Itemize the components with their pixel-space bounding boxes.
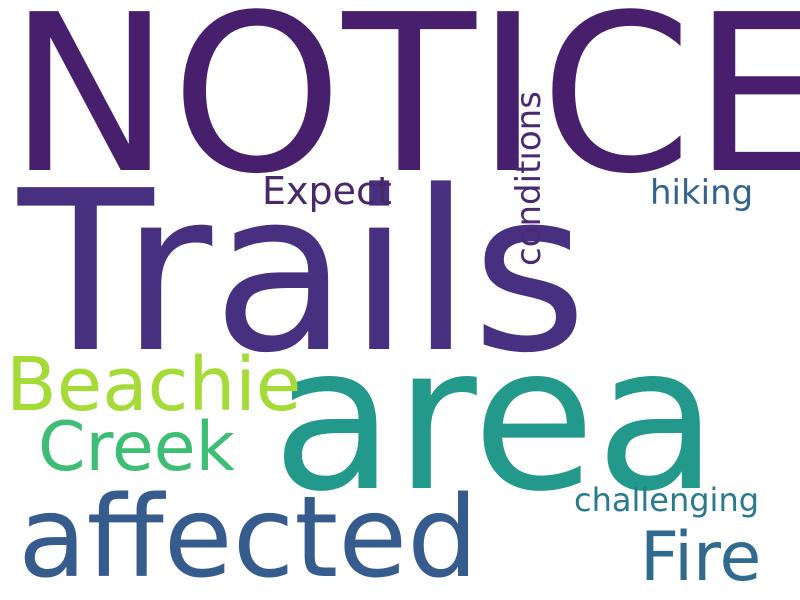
word-beachie: Beachie bbox=[6, 342, 302, 428]
word-expect: Expect bbox=[262, 169, 392, 213]
word-hiking: hiking bbox=[650, 173, 754, 213]
word-creek: Creek bbox=[38, 408, 235, 487]
word-affected: affected bbox=[18, 473, 479, 600]
word-trails: Trails bbox=[18, 144, 588, 402]
word-conditions: conditions bbox=[509, 91, 549, 266]
word-area: area bbox=[272, 303, 718, 536]
word-fire: Fire bbox=[640, 518, 762, 597]
word-challenging: challenging bbox=[574, 481, 760, 519]
word-notice: NOTICE bbox=[8, 0, 800, 222]
